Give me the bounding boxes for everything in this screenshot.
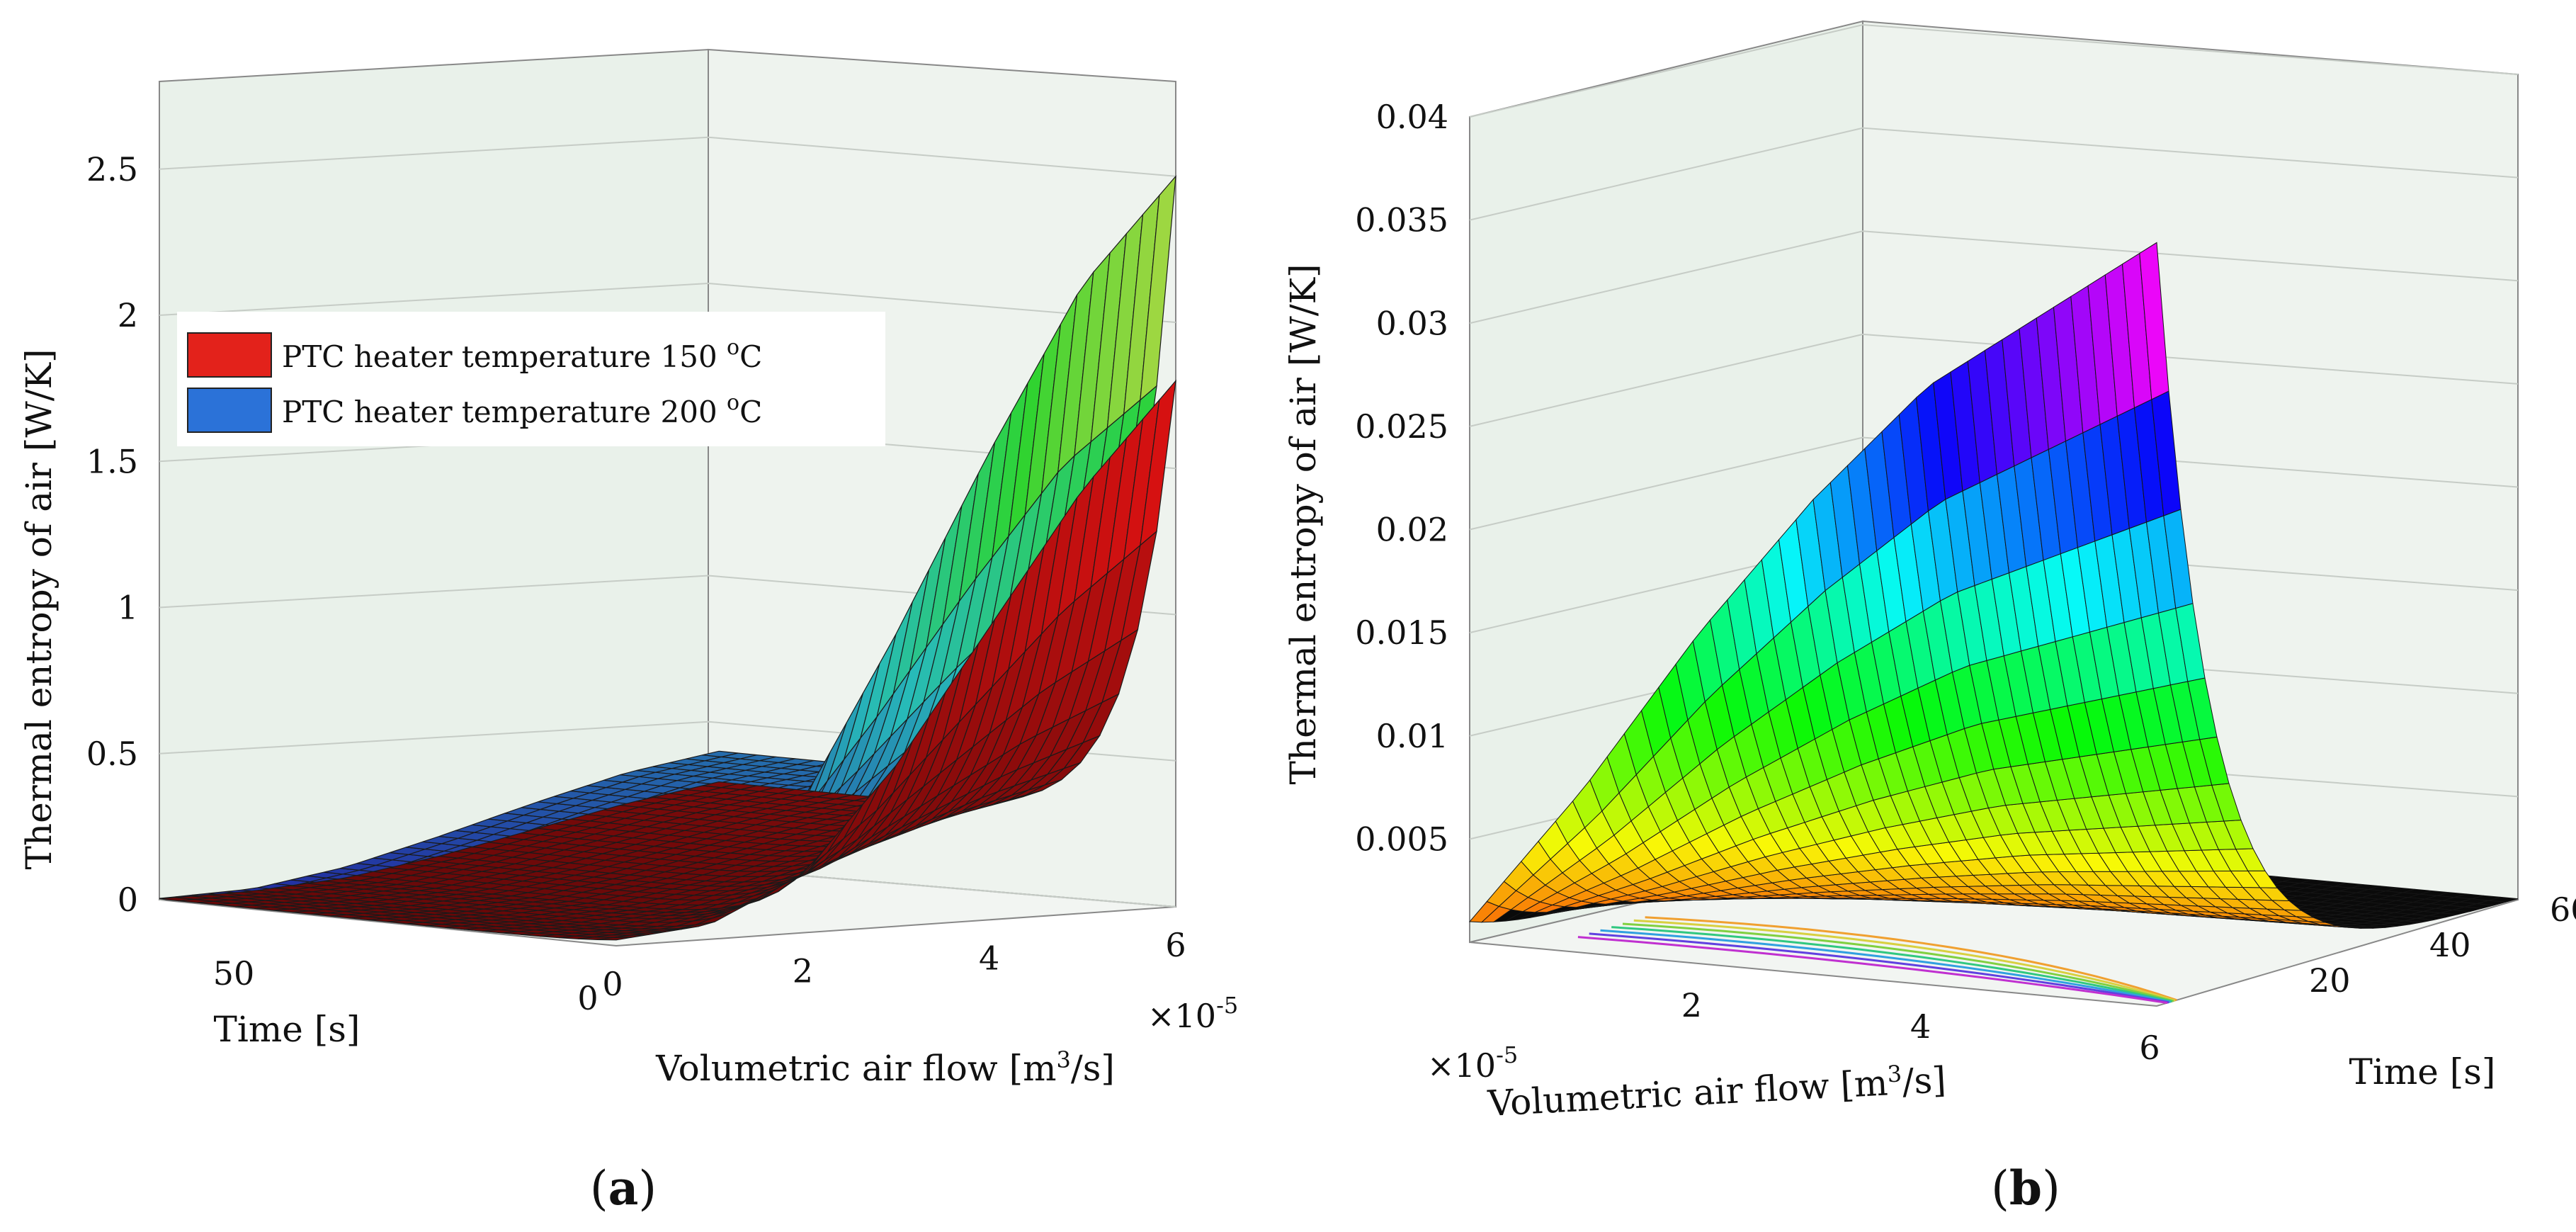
chart-a-xlabel-exp: 3 xyxy=(1056,1046,1070,1073)
chart-b-x-multiplier-base: ×10 xyxy=(1427,1046,1496,1085)
chart-b-z-tick: 0.025 xyxy=(1355,407,1448,446)
chart-b-x-multiplier: ×10-5 xyxy=(1427,1041,1518,1085)
chart-b-y-tick: 60 xyxy=(2550,891,2576,929)
chart-a-surfaces xyxy=(159,174,1176,941)
chart-b-x-tick: 4 xyxy=(1910,1007,1931,1046)
chart-b-z-gridline xyxy=(1469,127,2519,221)
chart-b-z-tick: 0.02 xyxy=(1376,511,1448,549)
chart-b-panel-suffix: ) xyxy=(2042,1161,2060,1216)
chart-b-contour-line xyxy=(1589,932,2169,1004)
chart-a-x-multiplier: ×10-5 xyxy=(1147,992,1238,1035)
chart-a-surface-200-cell xyxy=(1140,174,1176,401)
chart-a-x-multiplier-exp: -5 xyxy=(1216,992,1238,1019)
chart-a-back-wall-left xyxy=(159,48,709,901)
chart-b-xlabel-exp: 3 xyxy=(1887,1060,1902,1087)
chart-a-legend-200-unit: C xyxy=(739,395,762,429)
chart-a-xlabel-prefix: Volumetric air flow [m xyxy=(655,1048,1056,1089)
chart-b-z-gridline xyxy=(1469,436,2519,531)
chart-b-contour-line xyxy=(1622,922,2174,1002)
chart-b-z-gridline xyxy=(1469,333,2519,427)
chart-b-surface xyxy=(1468,242,2519,929)
chart-a-legend-200-sup: o xyxy=(727,390,739,415)
chart-a-z-tick: 0 xyxy=(118,881,138,919)
chart-b-z-tick: 0.035 xyxy=(1355,201,1448,239)
chart-a-panel-suffix: ) xyxy=(638,1161,657,1216)
chart-a-z-tick: 1.5 xyxy=(86,442,138,480)
chart-b-xlabel-prefix: Volumetric air flow [m xyxy=(1486,1062,1889,1124)
chart-a-x-tick: 2 xyxy=(793,952,813,990)
chart-a-x-multiplier-base: ×10 xyxy=(1147,997,1216,1035)
chart-b-contour-line xyxy=(1633,919,2176,1002)
chart-a-z-tick: 1 xyxy=(118,589,138,627)
chart-b-panel-label: (b) xyxy=(1991,1160,2060,1216)
chart-a-xlabel-suffix: /s] xyxy=(1071,1048,1115,1089)
chart-a-z-gridline xyxy=(159,136,1176,177)
chart-a-legend-entry-200: PTC heater temperature 200 oC xyxy=(282,390,762,429)
chart-b-z-tick: 0.01 xyxy=(1376,717,1448,755)
chart-a-z-tick: 0.5 xyxy=(86,735,138,773)
chart-b-z-tick: 0.03 xyxy=(1376,304,1448,342)
chart-a-x-tick: 6 xyxy=(1165,926,1186,964)
chart-b-surface-cell xyxy=(2139,242,2169,400)
chart-a-legend-150-label: PTC heater temperature 150 xyxy=(282,339,727,374)
chart-a-z-tick: 2.5 xyxy=(86,150,138,188)
chart-b-xlabel-suffix: /s] xyxy=(1901,1059,1947,1102)
chart-a-panel-label: (a) xyxy=(590,1160,657,1216)
chart-a-zlabel: Thermal entropy of air [W/K] xyxy=(18,349,59,870)
chart-b-x-multiplier-exp: -5 xyxy=(1496,1041,1518,1068)
chart-b-contour-line xyxy=(1600,929,2171,1003)
chart-a-z-gridline xyxy=(159,282,1176,323)
chart-a-ticks: 0 0.5 1 1.5 2 2.5 0 2 4 6 50 0 xyxy=(86,150,1186,1017)
chart-a: 0 0.5 1 1.5 2 2.5 0 2 4 6 50 0 Thermal entropy of a… xyxy=(18,48,1238,1216)
chart-a-ylabel: Time [s] xyxy=(214,1009,361,1050)
chart-a-panel-prefix: ( xyxy=(590,1161,608,1216)
chart-a-x-tick: 4 xyxy=(979,939,999,977)
chart-a-z-tick: 2 xyxy=(118,296,138,334)
chart-a-legend: PTC heater temperature 150 oC PTC heater… xyxy=(177,312,885,446)
chart-a-legend-swatch-200 xyxy=(187,388,272,433)
chart-a-panel-letter: a xyxy=(608,1160,639,1216)
chart-b-x-tick: 6 xyxy=(2139,1029,2160,1067)
chart-a-x-tick: 0 xyxy=(602,965,623,1003)
chart-a-y-tick: 0 xyxy=(577,979,598,1017)
chart-b-zlabel: Thermal entropy of air [W/K] xyxy=(1283,264,1324,785)
chart-b-y-tick: 40 xyxy=(2429,926,2471,964)
chart-b-contour-line xyxy=(1645,916,2177,1002)
chart-a-legend-swatch-150 xyxy=(187,332,272,378)
chart-b-x-tick: 2 xyxy=(1681,986,1702,1024)
chart-b: 0.005 0.01 0.015 0.02 0.025 0.03 0.035 0.04 2 4 6 2… xyxy=(1283,20,2576,1216)
chart-b-contours xyxy=(1577,916,2177,1005)
chart-a-legend-150-unit: C xyxy=(739,339,762,374)
chart-a-surface-150-cell xyxy=(1140,379,1176,547)
chart-a-xlabel: Volumetric air flow [m3/s] xyxy=(655,1046,1115,1089)
chart-a-legend-150-sup: o xyxy=(727,335,739,360)
chart-b-z-tick: 0.005 xyxy=(1355,820,1448,858)
chart-b-z-gridline xyxy=(1469,23,2519,118)
chart-b-contour-line xyxy=(1611,926,2172,1003)
chart-a-legend-entry-150: PTC heater temperature 150 oC xyxy=(282,335,762,374)
chart-b-xlabel: Volumetric air flow [m3/s] xyxy=(1486,1058,1947,1124)
chart-b-ticks: 0.005 0.01 0.015 0.02 0.025 0.03 0.035 0.04 2 4 6 2… xyxy=(1355,98,2576,1067)
chart-b-z-tick: 0.04 xyxy=(1376,98,1448,136)
chart-b-y-tick: 20 xyxy=(2309,961,2351,1000)
chart-a-legend-200-label: PTC heater temperature 200 xyxy=(282,395,727,429)
chart-b-z-gridline xyxy=(1469,230,2519,324)
chart-b-panel-letter: b xyxy=(2009,1160,2042,1216)
chart-b-contour-line xyxy=(1577,936,2168,1005)
chart-b-panel-prefix: ( xyxy=(1991,1161,2009,1216)
chart-a-legend-box xyxy=(177,312,885,446)
chart-b-z-tick: 0.015 xyxy=(1355,614,1448,652)
chart-a-y-tick: 50 xyxy=(213,954,255,993)
chart-b-ylabel: Time [s] xyxy=(2349,1051,2496,1092)
